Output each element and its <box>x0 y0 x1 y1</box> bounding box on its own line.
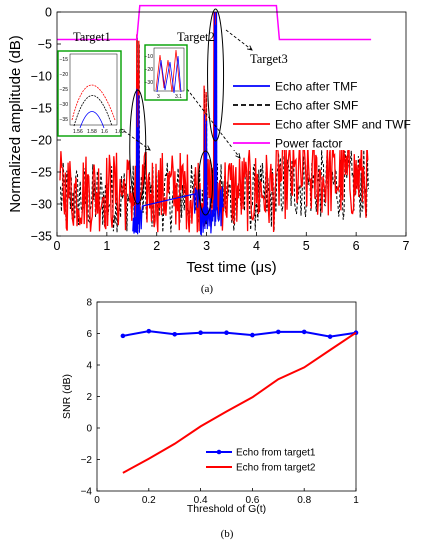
series-b-point-0 <box>224 330 229 336</box>
legend-b-marker-0 <box>216 449 222 455</box>
inset1-x-tick: 1.56 <box>73 129 83 135</box>
y-axis-label-a: Normalized amplitude (dB) <box>7 35 24 213</box>
x-tick-label-a: 4 <box>253 239 260 253</box>
inset1-red <box>71 84 116 121</box>
x-tick-label-a: 0 <box>54 239 61 253</box>
y-tick-label-b: 8 <box>86 298 92 309</box>
inset1-y-tick: −35 <box>60 117 69 123</box>
annotation-target2: Target2 <box>177 30 215 44</box>
series-b-point-0 <box>120 333 126 339</box>
series-b-point-0 <box>301 329 307 335</box>
inset1-y-tick: −20 <box>60 72 69 78</box>
axes-box-b <box>96 301 357 492</box>
y-tick-label-a: 0 <box>45 6 52 20</box>
inset1-y-tick: −15 <box>60 57 69 63</box>
y-tick-label-b: 4 <box>86 361 92 372</box>
y-tick-label-a: −10 <box>31 70 52 84</box>
x-tick-label-a: 3 <box>203 239 210 253</box>
annotation-target1: Target1 <box>73 30 111 44</box>
arrow-target2-head <box>235 153 241 159</box>
inset-target1-axes <box>69 53 118 126</box>
axes-box-a <box>56 11 407 237</box>
y-tick-label-b: −4 <box>81 487 93 498</box>
panel-label-b: (b) <box>221 528 234 540</box>
arrow-target3 <box>225 29 253 51</box>
series-echo-after-tmf <box>132 12 224 236</box>
inset1-x-tick: 1.62 <box>115 129 125 135</box>
series-b-point-0 <box>198 330 203 336</box>
arrow-target1 <box>119 127 151 151</box>
y-tick-label-b: 0 <box>86 424 92 435</box>
series-b-point-0 <box>146 328 152 334</box>
panel-b: 0 0.2 0.4 0.6 0.8 1 8 6 4 2 0 −2 −4 Threshold of G(t)… <box>61 298 359 541</box>
arrow-target2 <box>183 84 241 159</box>
inset2-red <box>155 49 181 93</box>
y-tick-label-b: 6 <box>86 329 92 340</box>
inset2-y-tick: −20 <box>145 67 154 73</box>
series-b-point-0 <box>250 332 255 338</box>
series-b-line-0 <box>122 330 357 338</box>
x-tick-label-b: 0.8 <box>297 495 311 506</box>
y-tick-label-b: −2 <box>81 455 93 466</box>
x-tick-label-b: 0 <box>94 495 100 506</box>
panel-label-a: (a) <box>201 283 214 295</box>
series-b-point-0 <box>172 331 177 337</box>
series-b-point-0 <box>327 334 333 339</box>
peak-ellipse-2 <box>198 150 214 216</box>
x-axis-label-b: Threshold of G(t) <box>187 503 266 515</box>
y-tick-label-a: −25 <box>31 166 52 180</box>
y-tick-label-a: −15 <box>31 102 52 116</box>
x-tick-label-a: 5 <box>303 239 310 253</box>
panel-a: 0 1 2 3 4 5 6 7 0 −5 −10 −15 −20 −25 −30 −35 Test time (… <box>7 4 411 295</box>
y-tick-label-a: −5 <box>38 38 52 52</box>
x-tick-label-a: 1 <box>103 239 110 253</box>
inset2-blue <box>156 55 182 94</box>
legend-b: Echo from target1 Echo from target2 <box>206 448 316 474</box>
x-tick-label-a: 6 <box>353 239 360 253</box>
inset2-x-tick: 3 <box>157 94 160 100</box>
y-tick-label-b: 2 <box>86 392 92 403</box>
x-tick-label-b: 1 <box>353 495 359 506</box>
series-power-factor <box>57 4 372 41</box>
inset2-y-tick: −30 <box>145 80 154 86</box>
series-b-line-1 <box>122 331 357 474</box>
y-tick-label-a: −30 <box>31 198 52 212</box>
inset1-blue <box>79 111 105 129</box>
inset1-y-tick: −30 <box>60 102 69 108</box>
inset-target2-axes <box>153 47 185 92</box>
annotation-target3: Target3 <box>250 52 288 66</box>
x-tick-label-b: 0.4 <box>194 495 208 506</box>
x-tick-label-a: 2 <box>153 239 160 253</box>
legend-b-label-0: Echo from target1 <box>236 448 316 459</box>
inset1-y-tick: −25 <box>60 87 69 93</box>
series-b-point-0 <box>276 329 281 335</box>
legend-a-label-3: Power factor <box>275 137 342 151</box>
arrow-target1-head <box>145 145 151 151</box>
inset-target1-frame <box>57 50 122 137</box>
inset1-x-tick: 1.6 <box>101 129 108 135</box>
inset2-y-tick: −10 <box>145 54 154 60</box>
legend-b-label-1: Echo from target2 <box>236 463 316 474</box>
legend-a-label-1: Echo after SMF <box>275 99 358 113</box>
x-tick-label-b: 0.6 <box>245 495 259 506</box>
legend-a: Echo after TMF Echo after SMF Echo after S… <box>232 75 411 151</box>
arrow-target3-head <box>247 45 253 51</box>
x-tick-label-a: 7 <box>403 239 410 253</box>
y-tick-label-a: −20 <box>31 134 52 148</box>
inset1-black <box>73 95 113 127</box>
inset1-x-tick: 1.58 <box>87 129 97 135</box>
y-tick-label-a: −35 <box>31 230 52 244</box>
x-axis-label-a: Test time (μs) <box>186 259 276 276</box>
x-tick-label-b: 0.2 <box>142 495 156 506</box>
inset2-x-tick: 3.1 <box>175 94 182 100</box>
peak-ellipse-3 <box>207 8 225 142</box>
legend-a-label-0: Echo after TMF <box>275 80 357 94</box>
legend-a-label-2: Echo after SMF and TWF <box>275 118 411 132</box>
y-axis-label-b: SNR (dB) <box>61 374 73 419</box>
legend-a-box <box>232 75 405 150</box>
